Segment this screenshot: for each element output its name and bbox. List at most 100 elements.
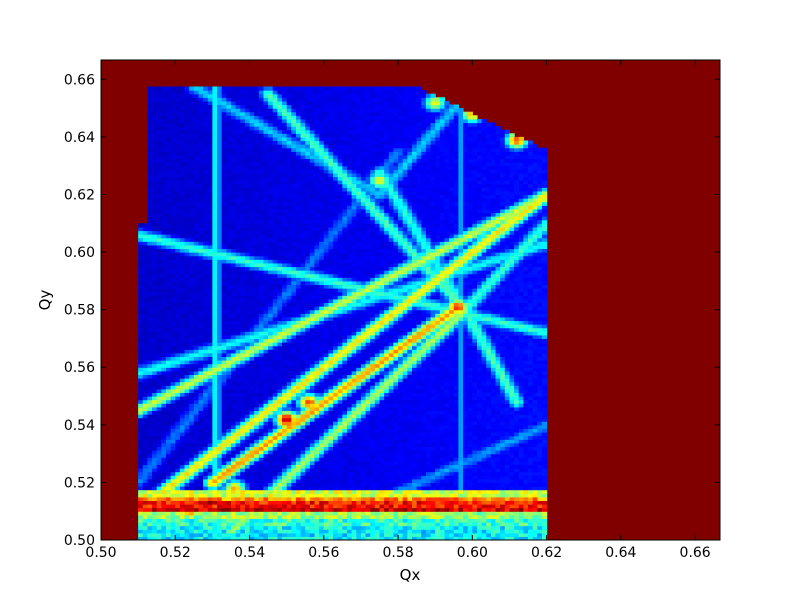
heatmap-cell: [282, 493, 288, 498]
heatmap-cell: [249, 255, 255, 260]
heatmap-cell: [291, 482, 297, 487]
heatmap-cell: [300, 255, 306, 260]
heatmap-cell: [147, 450, 153, 455]
heatmap-cell: [184, 90, 190, 95]
heatmap-cell: [203, 460, 209, 466]
heatmap-cell: [230, 424, 237, 430]
heatmap-cell: [221, 133, 227, 138]
heatmap-cell: [305, 522, 311, 527]
heatmap-cell: [268, 385, 274, 390]
heatmap-cell: [235, 385, 241, 390]
heatmap-cell: [217, 334, 223, 340]
heatmap-cell: [147, 367, 153, 372]
heatmap-cell: [249, 262, 255, 268]
heatmap-cell: [198, 172, 204, 178]
heatmap-cell: [277, 291, 283, 296]
heatmap-cell: [291, 313, 297, 318]
heatmap-cell: [193, 136, 200, 142]
heatmap-cell: [212, 266, 218, 271]
heatmap-cell: [203, 118, 209, 124]
heatmap-cell: [240, 320, 246, 325]
heatmap-cell: [300, 273, 306, 278]
heatmap-cell: [221, 396, 227, 401]
heatmap-cell: [282, 205, 288, 210]
heatmap-cell: [175, 446, 181, 451]
heatmap-cell: [291, 136, 297, 142]
heatmap-cell: [165, 435, 172, 440]
heatmap-cell: [282, 529, 288, 534]
heatmap-cell: [147, 360, 153, 365]
heatmap-cell: [207, 504, 213, 509]
heatmap-cell: [217, 169, 223, 174]
heatmap-cell: [212, 435, 218, 440]
heatmap-cell: [268, 270, 274, 275]
heatmap-cell: [240, 255, 246, 260]
heatmap-cell: [323, 471, 330, 476]
heatmap-cell: [314, 432, 320, 437]
heatmap-cell: [217, 187, 223, 192]
heatmap-cell: [138, 378, 144, 383]
heatmap-cell: [282, 198, 288, 203]
heatmap-cell: [319, 511, 325, 516]
heatmap-cell: [263, 216, 269, 221]
heatmap-cell: [240, 442, 246, 448]
heatmap-cell: [258, 468, 265, 473]
heatmap-cell: [309, 158, 316, 163]
heatmap-cell: [300, 252, 306, 257]
heatmap-cell: [272, 147, 278, 152]
heatmap-cell: [300, 162, 306, 167]
heatmap-cell: [277, 356, 283, 361]
heatmap-cell: [323, 421, 330, 426]
heatmap-cell: [282, 532, 288, 537]
heatmap-cell: [300, 190, 306, 196]
heatmap-cell: [319, 363, 325, 368]
heatmap-cell: [230, 122, 237, 127]
heatmap-cell: [147, 255, 153, 260]
heatmap-cell: [235, 424, 241, 430]
heatmap-cell: [165, 237, 172, 242]
heatmap-cell: [319, 97, 325, 102]
heatmap-cell: [138, 244, 144, 250]
heatmap-cell: [254, 385, 260, 390]
heatmap-cell: [258, 140, 265, 145]
heatmap-cell: [175, 424, 181, 430]
heatmap-cell: [300, 118, 306, 124]
heatmap-cell: [268, 208, 274, 214]
heatmap-cell: [152, 288, 158, 293]
heatmap-cell: [189, 226, 195, 232]
heatmap-cell: [319, 421, 325, 426]
heatmap-cell: [184, 331, 190, 336]
heatmap-cell: [207, 406, 213, 412]
heatmap-cell: [254, 468, 260, 473]
heatmap-cell: [258, 460, 265, 466]
heatmap-cell: [249, 316, 255, 322]
heatmap-cell: [314, 93, 320, 98]
heatmap-cell: [156, 234, 162, 239]
heatmap-cell: [221, 349, 227, 354]
heatmap-cell: [258, 403, 265, 408]
heatmap-cell: [277, 154, 283, 160]
heatmap-cell: [221, 374, 227, 379]
heatmap-cell: [179, 122, 186, 127]
heatmap-cell: [152, 435, 158, 440]
heatmap-cell: [161, 381, 167, 386]
heatmap-cell: [249, 126, 255, 131]
heatmap-cell: [152, 147, 158, 152]
heatmap-cell: [189, 500, 195, 505]
heatmap-cell: [254, 496, 260, 502]
heatmap-cell: [230, 201, 237, 206]
heatmap-cell: [198, 234, 204, 239]
heatmap-cell: [189, 219, 195, 224]
heatmap-cell: [309, 414, 316, 419]
heatmap-cell: [249, 381, 255, 386]
heatmap-cell: [268, 504, 274, 509]
heatmap-cell: [249, 522, 255, 527]
heatmap-cell: [226, 489, 232, 494]
heatmap-cell: [272, 381, 278, 386]
heatmap-cell: [230, 162, 237, 167]
heatmap-cell: [212, 500, 218, 505]
heatmap-cell: [230, 396, 237, 401]
heatmap-cell: [226, 324, 232, 329]
heatmap-cell: [207, 291, 213, 296]
heatmap-cell: [272, 309, 278, 314]
